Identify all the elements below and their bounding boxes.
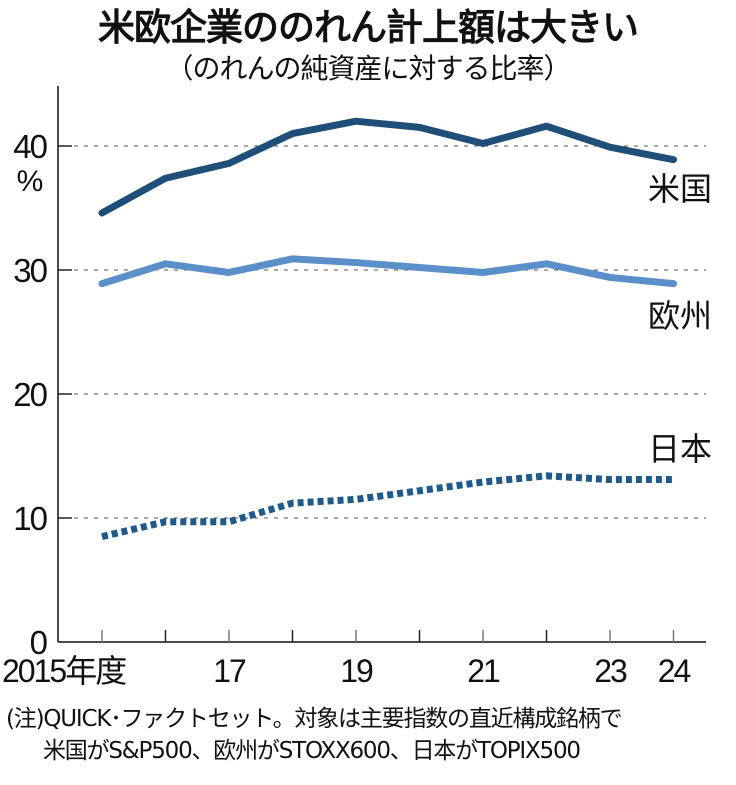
- x-tick-label: 17: [213, 653, 246, 689]
- x-tick-label: 19: [340, 653, 373, 689]
- gridlines: [58, 145, 706, 519]
- y-tick-label: 30: [13, 252, 47, 289]
- x-tick-label: 23: [594, 653, 627, 689]
- chart-subtitle: （のれんの純資産に対する比率）: [165, 52, 571, 85]
- series-label: 日本: [648, 430, 712, 468]
- y-tick-labels: 0 10 20 30 40%: [13, 128, 49, 661]
- y-tick-label: 0: [30, 624, 48, 661]
- footnote-line-2: 米国がS&P500、欧州がSTOXX600、日本がTOPIX500: [43, 738, 581, 764]
- series-lines: [98, 117, 677, 541]
- series-line-米国: [98, 117, 677, 217]
- series-label: 欧州: [648, 297, 712, 335]
- series-line-欧州: [98, 255, 677, 288]
- y-tick-label: 10: [13, 500, 47, 537]
- series-label: 米国: [648, 170, 712, 208]
- axes: [57, 86, 706, 643]
- y-unit-label: %: [17, 165, 44, 198]
- series-line-日本: [101, 472, 674, 541]
- x-tick-label: 24: [658, 653, 691, 689]
- y-tick-label: 20: [13, 376, 47, 413]
- footnote: (注)QUICK･ファクトセット。対象は主要指数の直近構成銘柄で 米国がS&P5…: [6, 703, 736, 767]
- y-tick-label: 40: [13, 128, 47, 165]
- x-tick-label: 2015年度: [2, 653, 126, 689]
- x-tick-label: 21: [467, 653, 500, 689]
- footnote-line-1: (注)QUICK･ファクトセット。対象は主要指数の直近構成銘柄で: [6, 706, 623, 732]
- x-tick-labels: 2015年度 17 19 21 23 24: [2, 653, 693, 689]
- chart-title: 米欧企業ののれん計上額は大きい: [98, 6, 639, 49]
